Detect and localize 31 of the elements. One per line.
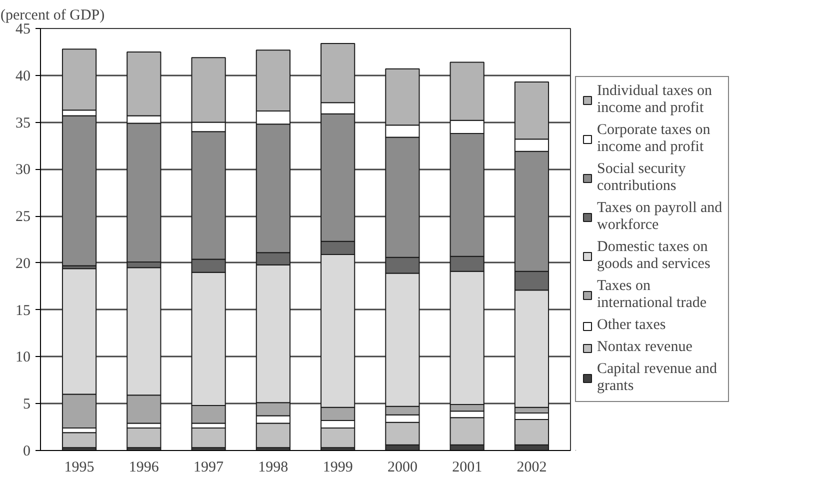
legend-label: Taxes on payroll and workforce — [597, 200, 722, 234]
legend-label: Individual taxes on income and profit — [597, 83, 712, 117]
x-tick-label: 2002 — [516, 460, 547, 476]
legend-label: Capital revenue and grants — [597, 361, 717, 395]
y-tick-label: 45 — [16, 22, 30, 38]
x-tick-label: 1995 — [64, 460, 94, 476]
legend-label: Corporate taxes on income and profit — [597, 122, 710, 156]
x-tick-label: 1998 — [258, 460, 288, 476]
legend-label: Social security contributions — [597, 161, 686, 195]
x-tick-label: 2001 — [452, 460, 482, 476]
y-tick-label: 25 — [16, 209, 30, 226]
bar — [62, 432, 97, 448]
x-tick-label: 1999 — [322, 460, 353, 476]
y-tick-label: 40 — [16, 68, 30, 84]
x-tick-label: 1997 — [194, 460, 224, 476]
x-tick-label: 1996 — [128, 460, 160, 476]
y-tick-label: 30 — [16, 162, 30, 178]
y-axis-title: (percent of GDP) — [0, 8, 105, 24]
bar — [191, 427, 226, 448]
y-tick-label: 20 — [16, 256, 30, 272]
y-tick-label: 15 — [16, 302, 30, 319]
y-tick-label: 10 — [16, 350, 30, 366]
legend-label: Other taxes — [597, 317, 666, 334]
legend-label: Domestic taxes on goods and services — [597, 239, 710, 273]
x-tick-label: 2000 — [387, 460, 418, 476]
legend-label: Taxes on international trade — [597, 278, 707, 312]
y-tick-label: 0 — [23, 444, 30, 460]
y-tick-label: 35 — [16, 115, 30, 132]
legend-label: Nontax revenue — [597, 339, 692, 356]
bar — [126, 427, 162, 448]
y-tick-label: 5 — [23, 396, 30, 413]
